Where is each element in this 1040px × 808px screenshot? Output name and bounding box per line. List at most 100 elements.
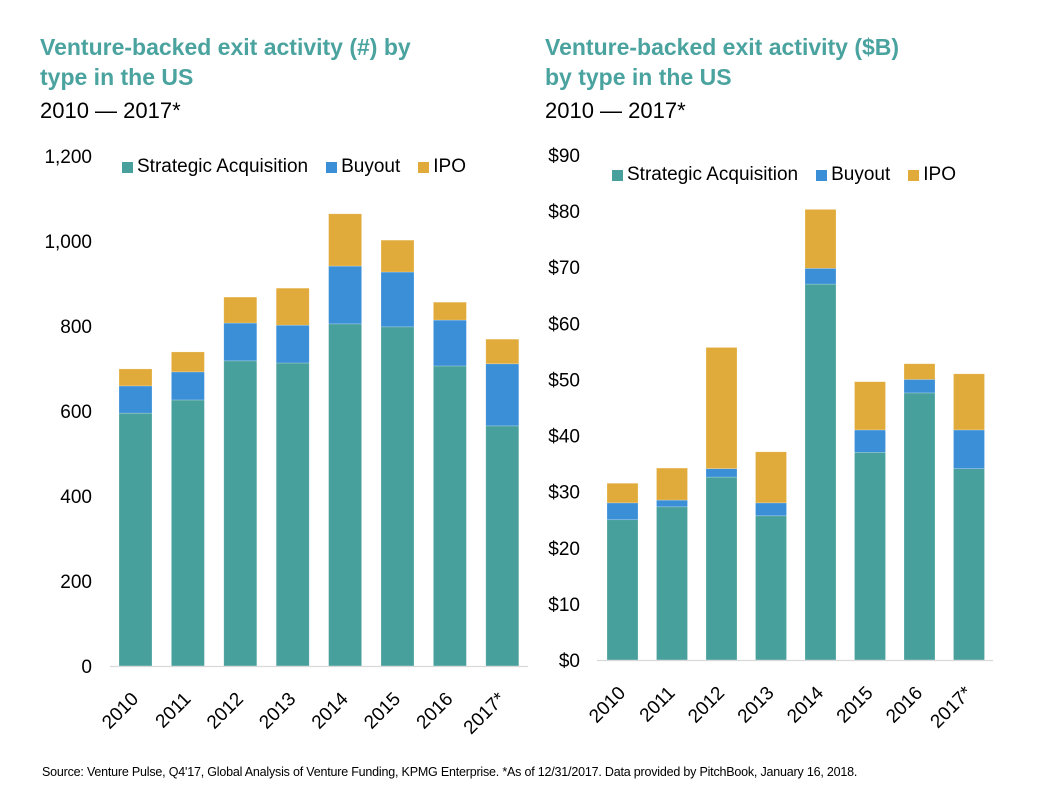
bar-strategic-acquisition-2011 (656, 506, 688, 661)
bar-ipo-2010 (118, 368, 153, 387)
bar-strategic-acquisition-2014 (328, 323, 362, 667)
bar-ipo-2014 (804, 209, 837, 269)
legend-swatch-strategic-acquisition (122, 161, 133, 173)
legend-item-strategic-acquisition: Strategic Acquisition (612, 164, 798, 186)
bar-buyout-2013 (275, 324, 310, 364)
y-tick-label: 0 (81, 657, 92, 678)
bar-strategic-acquisition-2016 (903, 392, 936, 661)
bar-ipo-2015 (380, 239, 415, 273)
chart-title-line-2: by type in the US (545, 64, 732, 90)
bar-strategic-acquisition-2012 (223, 360, 258, 667)
bar-ipo-2016 (433, 301, 467, 321)
bar-strategic-acquisition-2015 (380, 326, 415, 667)
y-tick-label: 800 (60, 317, 92, 338)
legend-item-strategic-acquisition: Strategic Acquisition (122, 156, 308, 178)
legend-swatch-buyout (326, 161, 338, 173)
bar-strategic-acquisition-2017 (953, 468, 985, 661)
bar-buyout-2012 (223, 322, 258, 362)
legend-label: Buyout (831, 164, 891, 185)
x-tick-label: 2017* (927, 682, 977, 732)
bar-ipo-2016 (903, 363, 936, 380)
legend-swatch-buyout (816, 169, 828, 181)
legend-label: Buyout (341, 156, 401, 177)
y-tick-label: $10 (548, 595, 580, 616)
y-tick-label: $30 (548, 483, 580, 504)
bar-ipo-2012 (223, 296, 258, 324)
y-tick-label: $20 (548, 539, 580, 560)
bar-ipo-2011 (171, 351, 205, 373)
x-tick-label: 2014 (308, 688, 353, 733)
x-tick-label: 2012 (203, 689, 248, 734)
legend-item-buyout: Buyout (326, 156, 400, 178)
y-tick-label: $70 (548, 258, 580, 279)
legend-value: Strategic Acquisition Buyout IPO (612, 164, 974, 186)
bar-strategic-acquisition-2012 (705, 476, 738, 661)
bar-buyout-2016 (433, 319, 467, 367)
bar-ipo-2017 (953, 373, 985, 431)
legend-label: IPO (433, 156, 466, 177)
bar-buyout-2013 (755, 502, 787, 517)
bar-strategic-acquisition-2011 (171, 399, 205, 667)
bar-strategic-acquisition-2013 (755, 515, 787, 661)
y-tick-label: $90 (548, 146, 580, 167)
y-tick-label: $50 (548, 370, 580, 391)
bar-strategic-acquisition-2014 (804, 283, 837, 661)
legend-item-ipo: IPO (908, 164, 956, 186)
y-tick-label: $40 (548, 427, 580, 448)
source-footnote: Source: Venture Pulse, Q4'17, Global Ana… (42, 765, 858, 779)
chart-title-count: Venture-backed exit activity (#) by type… (40, 32, 411, 92)
legend-item-ipo: IPO (418, 156, 466, 178)
x-tick-label: 2011 (152, 689, 196, 733)
bar-buyout-2016 (903, 379, 936, 394)
bar-ipo-2017 (485, 338, 520, 365)
bar-buyout-2015 (380, 271, 415, 328)
bar-buyout-2014 (804, 268, 837, 285)
bar-ipo-2013 (755, 451, 787, 504)
bar-ipo-2011 (656, 467, 688, 501)
x-tick-label: 2015 (833, 683, 878, 728)
bar-ipo-2010 (606, 482, 639, 504)
chart-title-value: Venture-backed exit activity ($B) by typ… (545, 32, 899, 92)
x-tick-label: 2016 (882, 683, 927, 728)
x-tick-label: 2016 (413, 689, 458, 734)
chart-subtitle-value: 2010 — 2017* (545, 98, 686, 123)
x-tick-label: 2015 (360, 689, 405, 734)
legend-swatch-ipo (418, 161, 430, 173)
bar-buyout-2011 (171, 371, 205, 401)
bar-buyout-2012 (705, 468, 738, 478)
y-tick-label: 600 (60, 402, 92, 423)
bar-strategic-acquisition-2015 (854, 452, 886, 661)
bar-strategic-acquisition-2010 (606, 519, 639, 661)
y-tick-label: $80 (548, 202, 580, 223)
bar-ipo-2015 (854, 381, 886, 431)
legend-swatch-ipo (908, 169, 920, 181)
x-tick-label: 2011 (636, 683, 680, 727)
bar-strategic-acquisition-2016 (433, 365, 467, 667)
bar-ipo-2013 (275, 287, 310, 326)
x-tick-label: 2012 (684, 683, 729, 728)
bar-buyout-2011 (656, 499, 688, 508)
y-tick-label: 200 (60, 572, 92, 593)
legend-swatch-strategic-acquisition (612, 169, 623, 181)
bar-strategic-acquisition-2010 (118, 412, 153, 667)
y-tick-label: $0 (559, 651, 580, 672)
chart-subtitle-count: 2010 — 2017* (40, 98, 181, 123)
bar-strategic-acquisition-2013 (275, 362, 310, 667)
bar-ipo-2012 (705, 347, 738, 469)
legend-count: Strategic Acquisition Buyout IPO (122, 156, 484, 178)
legend-item-buyout: Buyout (816, 164, 890, 186)
bar-buyout-2010 (118, 385, 153, 414)
y-tick-label: 400 (60, 487, 92, 508)
x-tick-label: 2014 (783, 682, 828, 727)
x-tick-label: 2010 (98, 689, 143, 734)
y-tick-label: 1,200 (44, 147, 92, 168)
legend-label: Strategic Acquisition (627, 164, 799, 185)
bar-buyout-2017 (953, 429, 985, 469)
bar-buyout-2010 (606, 502, 639, 521)
legend-label: IPO (923, 164, 956, 185)
y-tick-label: 1,000 (44, 232, 92, 253)
bar-ipo-2014 (328, 213, 362, 267)
